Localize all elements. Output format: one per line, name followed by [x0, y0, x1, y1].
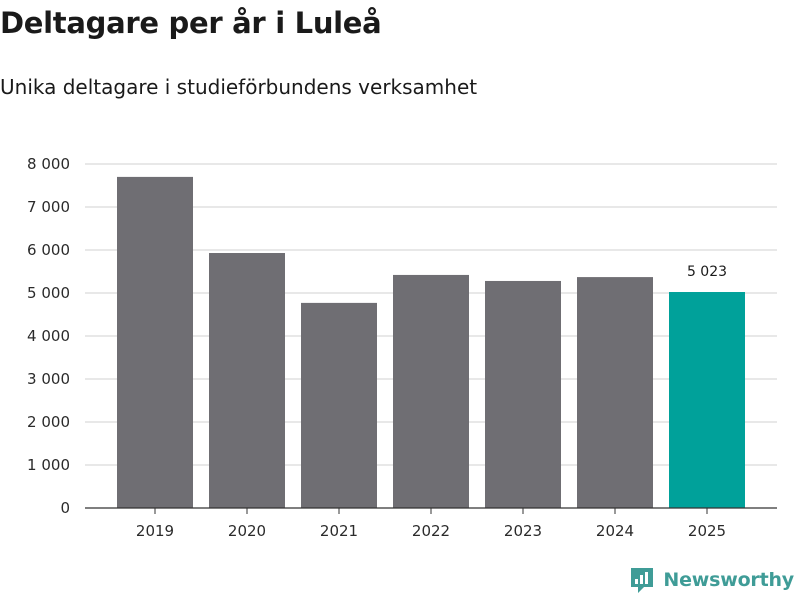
- bar-2023: [485, 280, 561, 508]
- bar-2019: [117, 176, 193, 508]
- y-tick-label: 2 000: [27, 413, 70, 431]
- chart-title: Deltagare per år i Luleå: [0, 6, 382, 40]
- bar-2020: [209, 253, 285, 508]
- axes: [85, 507, 777, 514]
- y-tick-label: 4 000: [27, 327, 70, 345]
- bar-2022: [393, 274, 469, 508]
- x-tick-label: 2020: [228, 522, 266, 540]
- x-tick-label: 2021: [320, 522, 358, 540]
- x-tick-label: 2022: [412, 522, 450, 540]
- bar-2024: [577, 277, 653, 508]
- y-tick-label: 7 000: [27, 198, 70, 216]
- y-tick-label: 1 000: [27, 456, 70, 474]
- y-tick-label: 8 000: [27, 155, 70, 173]
- x-tick-label: 2024: [596, 522, 634, 540]
- x-tick-label: 2023: [504, 522, 542, 540]
- bars: [117, 176, 745, 508]
- bar-2021: [301, 302, 377, 508]
- x-tick-label: 2019: [136, 522, 174, 540]
- x-tick-label: 2025: [688, 522, 726, 540]
- y-tick-label: 5 000: [27, 284, 70, 302]
- data-label-2025: 5 023: [687, 264, 727, 280]
- y-tick-label: 6 000: [27, 241, 70, 259]
- newsworthy-logo-icon: [631, 568, 654, 593]
- logo-text: Newsworthy: [663, 569, 794, 591]
- newsworthy-logo: Newsworthy: [629, 566, 794, 594]
- chart-subtitle: Unika deltagare i studieförbundens verks…: [0, 75, 478, 99]
- y-tick-label: 3 000: [27, 370, 70, 388]
- y-tick-label: 0: [60, 499, 70, 517]
- bar-2025: [669, 292, 745, 508]
- labels: 0 1 000 2 000 3 000 4 000 5 000 6 000 7 000 8 00…: [27, 155, 727, 540]
